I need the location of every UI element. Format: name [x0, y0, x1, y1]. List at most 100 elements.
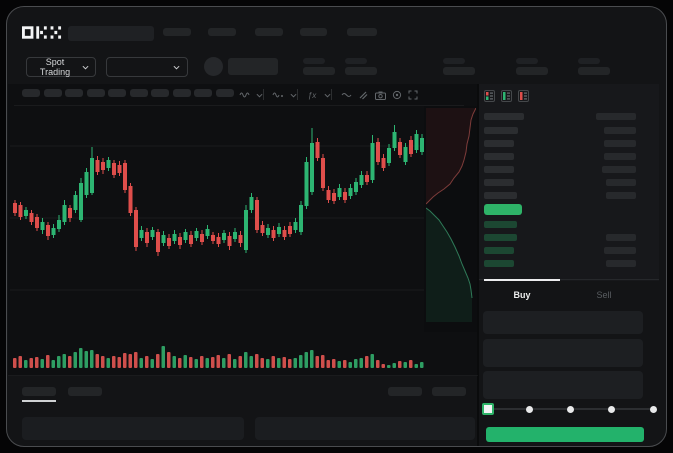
- nav-skeleton-item[interactable]: [163, 28, 191, 36]
- candle: [35, 217, 39, 228]
- slider-stop[interactable]: [649, 405, 657, 413]
- toolbar-skeleton-item[interactable]: [43, 89, 62, 97]
- candle: [370, 143, 375, 180]
- candle: [128, 186, 133, 213]
- divider: [477, 84, 479, 446]
- bottom-tab-indicator: [22, 400, 56, 402]
- chevron-down-icon[interactable]: [286, 88, 300, 102]
- candle: [403, 147, 408, 162]
- candle: [271, 230, 276, 238]
- chevron-down-icon[interactable]: [320, 88, 334, 102]
- candle: [326, 190, 331, 200]
- toolbar-divider: [297, 89, 298, 100]
- trade-input-1[interactable]: [483, 311, 643, 334]
- line-tool-icon[interactable]: [339, 88, 353, 102]
- toolbar-skeleton-item[interactable]: [172, 89, 191, 97]
- candle: [46, 225, 50, 236]
- pair-selector[interactable]: [106, 57, 188, 77]
- book-asks-icon[interactable]: [518, 89, 529, 102]
- candle: [365, 175, 369, 182]
- toolbar-skeleton-item[interactable]: [129, 89, 148, 97]
- bottom-action-skeleton[interactable]: [432, 387, 466, 396]
- candle: [194, 231, 199, 238]
- search-input[interactable]: [68, 26, 154, 41]
- candle: [310, 143, 314, 192]
- candle: [40, 222, 45, 230]
- toolbar-skeleton-item[interactable]: [194, 89, 212, 97]
- candle: [106, 160, 111, 168]
- bottom-tab-2[interactable]: [68, 387, 102, 396]
- nav-skeleton-item[interactable]: [208, 28, 236, 36]
- nav-skeleton-item[interactable]: [255, 28, 283, 36]
- settings-icon[interactable]: [390, 88, 404, 102]
- toolbar-skeleton-item[interactable]: [22, 89, 40, 97]
- toolbar-skeleton-item[interactable]: [151, 89, 169, 97]
- candle: [205, 229, 210, 236]
- slider-stop[interactable]: [525, 405, 533, 413]
- toolbar-skeleton-item[interactable]: [86, 89, 105, 97]
- candle: [95, 160, 100, 172]
- candlestick-chart[interactable]: [10, 110, 426, 332]
- toolbar-divider: [331, 89, 332, 100]
- toolbar-skeleton-item[interactable]: [215, 89, 234, 97]
- draw-tool-icon[interactable]: [356, 88, 370, 102]
- screenshot-icon[interactable]: [373, 88, 387, 102]
- tab-buy[interactable]: Buy: [513, 290, 531, 300]
- depth-chart: [426, 108, 476, 322]
- candle: [227, 236, 232, 246]
- candle: [392, 132, 397, 148]
- candle: [304, 162, 309, 206]
- candle: [112, 163, 116, 175]
- candle: [277, 227, 281, 234]
- candle: [150, 230, 155, 237]
- candle: [79, 183, 83, 220]
- candle: [293, 222, 298, 230]
- candle: [249, 197, 254, 210]
- candle: [57, 220, 61, 229]
- candle: [84, 172, 89, 195]
- last-price-highlight[interactable]: [484, 204, 522, 215]
- book-bids-icon[interactable]: [501, 89, 512, 102]
- trade-input-2[interactable]: [483, 339, 643, 367]
- book-all-icon[interactable]: [484, 89, 495, 102]
- fullscreen-icon[interactable]: [406, 88, 420, 102]
- chevron-down-icon: [82, 65, 89, 70]
- divider: [14, 105, 464, 106]
- toolbar-skeleton-item[interactable]: [65, 89, 83, 97]
- candle: [167, 238, 171, 246]
- toolbar-skeleton-item[interactable]: [108, 89, 126, 97]
- candle: [123, 163, 127, 190]
- indicators-icon[interactable]: ƒx: [307, 90, 317, 100]
- market-type-label: Spot Trading: [39, 57, 71, 77]
- candle: [260, 225, 265, 233]
- slider-stop[interactable]: [608, 405, 616, 413]
- tab-sell[interactable]: Sell: [596, 290, 612, 300]
- slider-stop[interactable]: [567, 405, 574, 413]
- stat-value-skeleton: [578, 67, 610, 75]
- nav-skeleton-item[interactable]: [347, 28, 377, 36]
- candle: [266, 228, 270, 235]
- trade-input-3[interactable]: [483, 371, 643, 399]
- candle: [409, 140, 413, 154]
- stat-label-skeleton: [303, 58, 325, 64]
- candle: [51, 228, 56, 235]
- pair-avatar: [204, 57, 223, 76]
- candle-style-icon[interactable]: [238, 88, 252, 102]
- toolbar-divider: [263, 89, 264, 100]
- slider-handle[interactable]: [482, 403, 494, 415]
- candle: [62, 205, 67, 222]
- market-type-selector[interactable]: Spot Trading: [26, 57, 96, 77]
- divider: [479, 279, 659, 280]
- chart-type-icon[interactable]: [271, 88, 285, 102]
- bottom-tab-1[interactable]: [22, 387, 56, 396]
- chart-pane[interactable]: [8, 84, 478, 376]
- candle: [398, 142, 402, 155]
- buy-button[interactable]: [486, 427, 644, 442]
- okx-logo[interactable]: [22, 26, 62, 39]
- candle: [376, 142, 380, 162]
- chevron-down-icon[interactable]: [252, 88, 266, 102]
- candle: [183, 232, 188, 240]
- stat-value-skeleton: [303, 67, 335, 75]
- nav-skeleton-item[interactable]: [300, 28, 327, 36]
- bottom-action-skeleton[interactable]: [388, 387, 422, 396]
